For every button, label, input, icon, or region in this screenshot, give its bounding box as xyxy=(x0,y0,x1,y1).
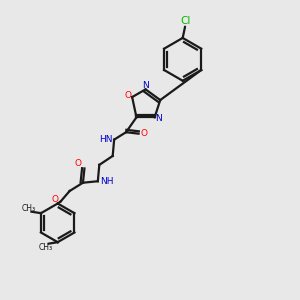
Text: N: N xyxy=(155,114,162,123)
Text: NH: NH xyxy=(100,177,113,186)
Text: O: O xyxy=(124,91,131,100)
Text: Cl: Cl xyxy=(180,16,190,26)
Text: HN: HN xyxy=(99,135,113,144)
Text: O: O xyxy=(141,129,148,138)
Text: CH₃: CH₃ xyxy=(21,204,35,213)
Text: CH₃: CH₃ xyxy=(38,243,52,252)
Text: N: N xyxy=(142,81,149,90)
Text: O: O xyxy=(74,159,81,168)
Text: O: O xyxy=(52,196,59,205)
